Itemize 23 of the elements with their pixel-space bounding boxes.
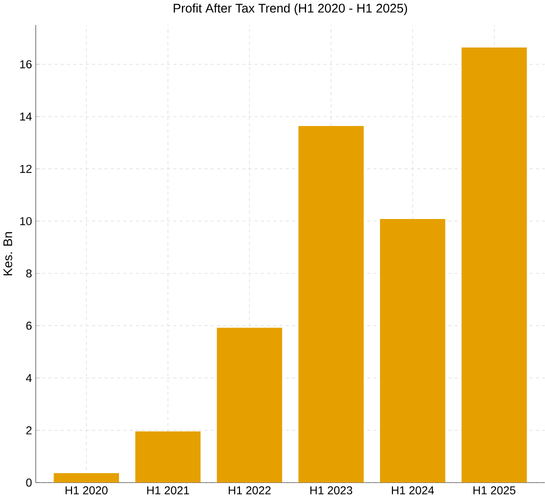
y-tick-label: 8 [26, 269, 32, 278]
x-tick-label: H1 2021 [147, 486, 190, 494]
x-tick-label: H1 2020 [66, 486, 108, 494]
y-tick-label: 6 [26, 322, 32, 330]
x-tick-label: H1 2025 [474, 486, 516, 494]
x-tick-label: H1 2024 [392, 486, 434, 494]
y-tick-label: 4 [26, 374, 32, 382]
bar [298, 126, 364, 483]
y-tick-label: 12 [20, 164, 32, 173]
bar [380, 219, 446, 483]
y-tick-label: 10 [20, 217, 32, 226]
bar [462, 48, 527, 483]
x-tick-label: H1 2023 [310, 486, 352, 494]
y-tick-label: 16 [20, 60, 32, 68]
bar [216, 328, 282, 483]
chart-title: Profit After Tax Trend (H1 2020 - H1 2025) [174, 4, 408, 16]
y-tick-label: 0 [26, 478, 32, 487]
y-tick-label: 2 [26, 426, 32, 434]
bar [135, 431, 201, 483]
x-tick-label: H1 2022 [228, 486, 271, 494]
bar [54, 473, 119, 483]
y-axis-title: Kes. Bn [3, 232, 12, 276]
y-tick-label: 14 [20, 112, 32, 121]
